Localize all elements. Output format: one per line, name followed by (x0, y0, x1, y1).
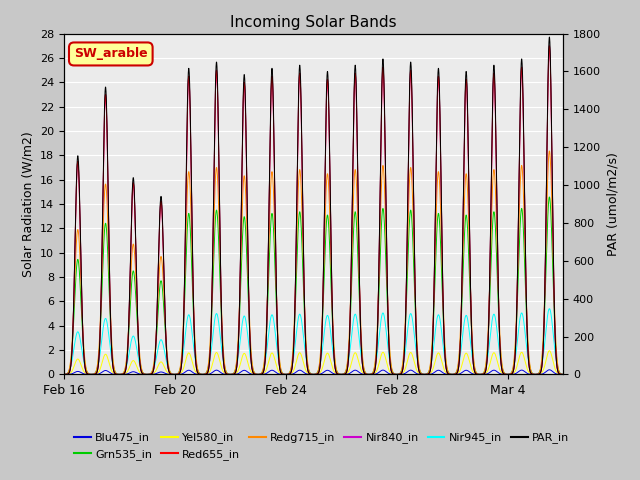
Title: Incoming Solar Bands: Incoming Solar Bands (230, 15, 397, 30)
Y-axis label: PAR (umol/m2/s): PAR (umol/m2/s) (607, 152, 620, 256)
Legend: Blu475_in, Grn535_in, Yel580_in, Red655_in, Redg715_in, Nir840_in, Nir945_in, PA: Blu475_in, Grn535_in, Yel580_in, Red655_… (70, 428, 574, 464)
Y-axis label: Solar Radiation (W/m2): Solar Radiation (W/m2) (22, 131, 35, 277)
Text: SW_arable: SW_arable (74, 48, 148, 60)
